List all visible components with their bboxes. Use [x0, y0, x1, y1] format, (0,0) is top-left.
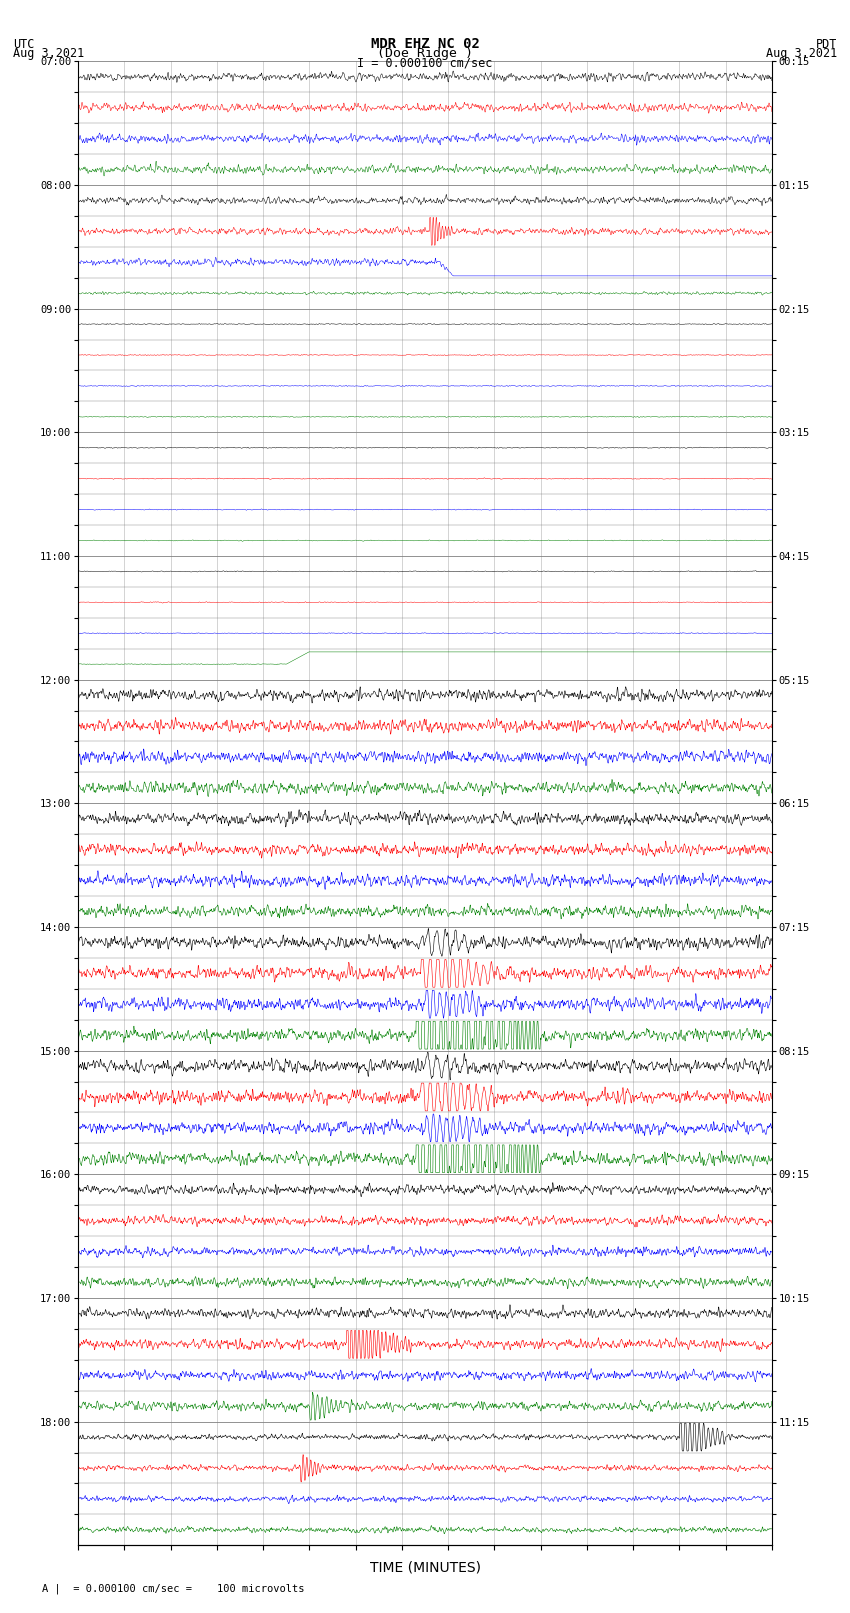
Text: UTC: UTC: [13, 37, 34, 50]
Text: PDT: PDT: [816, 37, 837, 50]
Text: MDR EHZ NC 02: MDR EHZ NC 02: [371, 37, 479, 50]
Text: A |  = 0.000100 cm/sec =    100 microvolts: A | = 0.000100 cm/sec = 100 microvolts: [42, 1582, 305, 1594]
Text: (Doe Ridge ): (Doe Ridge ): [377, 47, 473, 60]
X-axis label: TIME (MINUTES): TIME (MINUTES): [370, 1560, 480, 1574]
Text: Aug 3,2021: Aug 3,2021: [766, 47, 837, 60]
Text: I = 0.000100 cm/sec: I = 0.000100 cm/sec: [357, 56, 493, 69]
Text: Aug 3,2021: Aug 3,2021: [13, 47, 84, 60]
